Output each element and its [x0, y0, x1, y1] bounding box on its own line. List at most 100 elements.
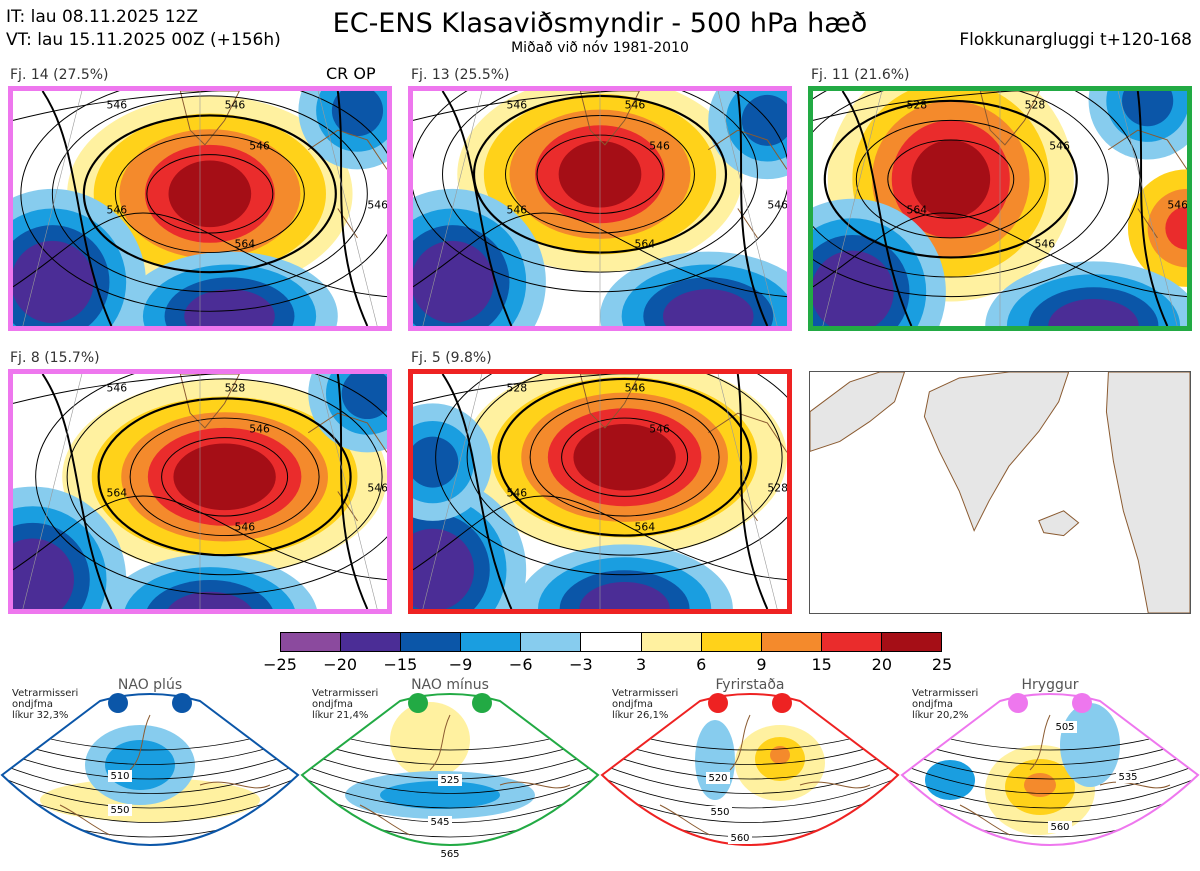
height-contour: [13, 495, 387, 581]
contour-label-bg: [1048, 821, 1072, 833]
colorbar-tick-label: −3: [569, 655, 593, 674]
positive-anomaly: [770, 746, 790, 764]
contour-label: 528: [767, 482, 787, 495]
contour-label-bg: [708, 806, 732, 818]
contour-label: 520: [708, 773, 727, 784]
note-line: Vetrarmisseri: [12, 688, 79, 699]
height-contour: [497, 377, 752, 537]
height-contour: [602, 750, 898, 780]
positive-anomaly-band: [911, 139, 991, 219]
negative-anomaly-band: [184, 289, 275, 326]
colorbar-tick-label: −20: [323, 655, 358, 674]
positive-anomaly-band: [168, 160, 252, 228]
regime-blocking: 520 550 560 Fyrirstaða Vetrarmisseri ondjf…: [600, 675, 900, 871]
grid-meridian: [22, 374, 83, 609]
colorbar-tick-label: −9: [448, 655, 473, 674]
contour-label: 546: [367, 482, 387, 495]
height-contour: [51, 95, 368, 293]
height-contour: [736, 91, 769, 326]
height-contour: [823, 99, 1078, 259]
height-contour: [561, 417, 689, 497]
height-contour: [813, 91, 1141, 298]
height-contour: [602, 763, 898, 794]
page-subtitle: Miðað við nóv 1981-2010: [511, 40, 689, 56]
colorbar-segment: [881, 633, 942, 651]
contour-label: 546: [234, 521, 255, 534]
contour-label: 546: [767, 199, 787, 212]
greenland-outline: [179, 91, 240, 146]
colorbar-segment: [461, 633, 522, 651]
negative-anomaly-band: [341, 374, 387, 420]
note-line: Vetrarmisseri: [912, 688, 979, 699]
grid-meridian: [422, 374, 483, 609]
coastline: [659, 714, 871, 836]
contour-label: 528: [225, 382, 246, 395]
note-line: líkur 26,1%: [612, 710, 669, 721]
blank-reference-map: [809, 371, 1191, 614]
panel-1-tag: CR OP: [326, 64, 376, 83]
note-line: ondjfma: [612, 699, 653, 710]
regime-frame: [900, 693, 1200, 846]
page-title: EC-ENS Klasaviðsmyndir - 500 hPa hæð: [332, 8, 868, 39]
regime-note: Vetrarmisseri ondjfma líkur 21,4%: [312, 688, 378, 721]
regime-frame: [0, 693, 300, 846]
regime-nao-plus: 510 550 NAO plús Vetrarmisseri ondjfma lí…: [0, 675, 300, 871]
height-contour: [841, 91, 913, 326]
colorbar-segment: [701, 633, 762, 651]
contour-label: 528: [907, 99, 928, 112]
panel-3-label: Fj. 11 (21.6%): [811, 67, 910, 83]
colorbar-tick-label: 6: [696, 655, 707, 674]
contour-label: 564: [907, 203, 928, 216]
height-contour: [146, 154, 274, 234]
regime-marker-dot: [1008, 693, 1028, 713]
regime-name: Fyrirstaða: [715, 677, 785, 693]
contour-label-bg: [438, 774, 462, 786]
contour-label: 510: [110, 771, 129, 782]
grid-meridian: [1117, 91, 1178, 326]
regime-frame: [300, 693, 600, 846]
colorbar-tick-label: 20: [871, 655, 892, 674]
contour-label: 550: [710, 807, 729, 818]
negative-anomaly-band: [663, 289, 754, 326]
contour-label: 546: [1034, 238, 1055, 251]
contour-label: 546: [507, 99, 528, 112]
height-contour: [902, 763, 1198, 794]
contour-label-bg: [706, 772, 730, 784]
panel-2-label: Fj. 13 (25.5%): [411, 67, 510, 83]
grid-meridian: [717, 91, 778, 326]
height-contour: [887, 139, 1015, 219]
contour-label: 546: [625, 382, 646, 395]
colorbar-tick-label: 25: [931, 655, 953, 674]
contour-label-bg: [1116, 771, 1140, 783]
height-contour: [161, 437, 289, 517]
colorbar-segment: [581, 633, 642, 651]
height-contour: [813, 91, 1019, 121]
panel-4-label: Fj. 8 (15.7%): [10, 350, 100, 366]
contour-label: 545: [430, 817, 449, 828]
negative-anomaly-band: [167, 591, 253, 609]
colorbar-tick-label: −25: [263, 655, 297, 674]
height-contour: [902, 737, 1198, 765]
contour-label: 546: [649, 423, 670, 436]
negative-anomaly: [380, 781, 500, 809]
height-contour: [302, 737, 598, 765]
height-contour: [413, 91, 619, 121]
height-contour: [114, 134, 305, 254]
colorbar-tick-label: −6: [508, 655, 533, 674]
contour-label: 546: [249, 423, 270, 436]
height-contour: [35, 374, 387, 595]
height-contour: [41, 374, 113, 609]
height-contour: [336, 91, 369, 326]
cluster-map-5: 528 546 564 546 546 528: [408, 369, 792, 614]
colorbar-segment: [641, 633, 702, 651]
note-line: líkur 21,4%: [312, 710, 369, 721]
regime-marker-dot: [772, 693, 792, 713]
positive-anomaly-band: [573, 423, 676, 491]
grid-meridian: [317, 91, 378, 326]
greenland-outline: [579, 374, 640, 429]
regime-marker-dot: [472, 693, 492, 713]
contour-label-bg: [1053, 721, 1077, 733]
contour-label: 564: [234, 238, 255, 251]
colorbar-segment: [401, 633, 462, 651]
negative-anomaly-band: [331, 91, 384, 137]
